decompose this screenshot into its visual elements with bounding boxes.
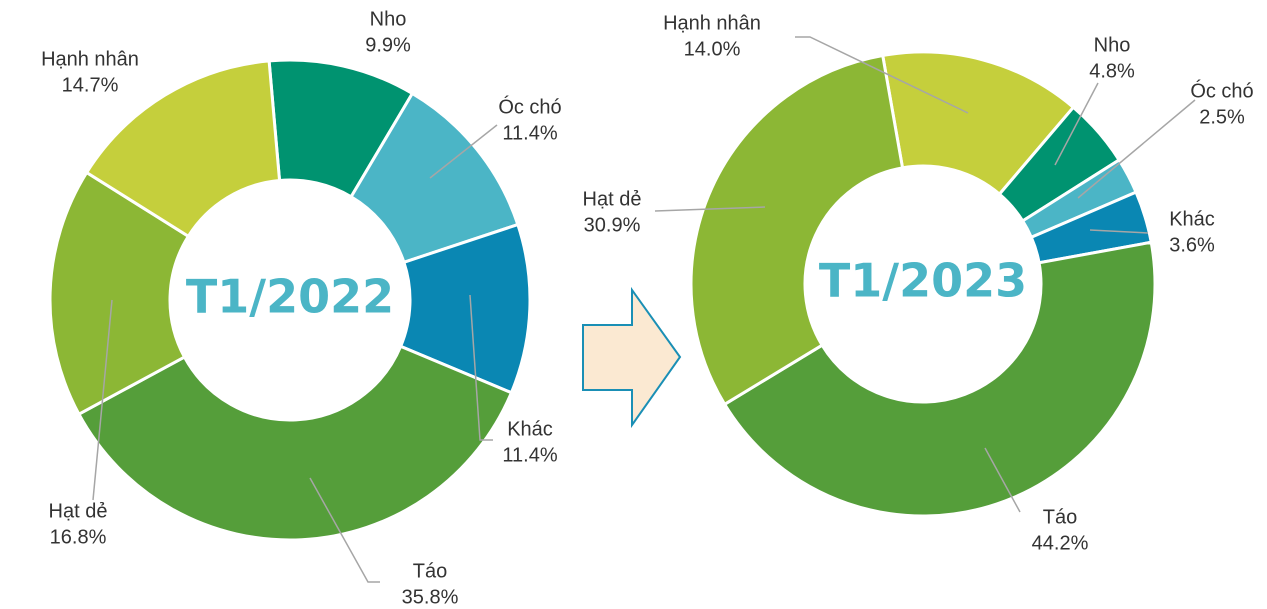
arrow <box>582 286 682 429</box>
leader-line <box>309 477 380 583</box>
slice-value: 14.7% <box>62 74 119 96</box>
slice-value: 3.6% <box>1169 234 1215 256</box>
slice-label: Óc chó <box>498 95 561 118</box>
center-title: T1/2023 <box>819 254 1027 308</box>
slice-label: Hạt dẻ <box>583 188 642 210</box>
slice-label: Hạt dẻ <box>49 500 108 522</box>
leader-line <box>984 447 1021 513</box>
slice-label: Táo <box>413 560 447 582</box>
leader-line <box>795 36 969 114</box>
slice-value: 11.4% <box>502 122 557 144</box>
slice-value: 35.8% <box>402 586 459 608</box>
slice-label: Nho <box>1094 34 1131 56</box>
slice <box>76 344 514 542</box>
slice-value: 9.9% <box>365 34 411 56</box>
leader-line <box>1089 229 1149 234</box>
slice-label: Nho <box>370 8 407 30</box>
leader-line <box>429 124 498 179</box>
slice <box>880 50 1076 197</box>
slice-value: 44.2% <box>1032 532 1089 554</box>
leader-line <box>92 299 113 501</box>
slice-value: 14.0% <box>684 38 741 60</box>
slice-value: 4.8% <box>1089 60 1135 82</box>
slice-value: 2.5% <box>1199 106 1245 128</box>
slice-label: Khác <box>507 418 553 440</box>
slice <box>722 240 1157 518</box>
slice-label: Khác <box>1169 208 1215 230</box>
slice-value: 11.4% <box>502 444 557 466</box>
leader-line <box>469 294 493 441</box>
slice-label: Hạnh nhân <box>41 48 139 70</box>
slice <box>48 170 191 417</box>
slice <box>84 59 282 239</box>
slice-label: Táo <box>1043 506 1077 528</box>
leader-line <box>1054 82 1099 166</box>
slice-label: Hạnh nhân <box>663 12 761 34</box>
leader-line <box>654 206 766 212</box>
slice <box>689 53 905 407</box>
center-title: T1/2022 <box>186 270 394 324</box>
slice-label: Óc chó <box>1190 79 1253 102</box>
slice-value: 16.8% <box>50 526 107 548</box>
leader-line <box>1077 99 1196 199</box>
slice-value: 30.9% <box>584 214 641 236</box>
